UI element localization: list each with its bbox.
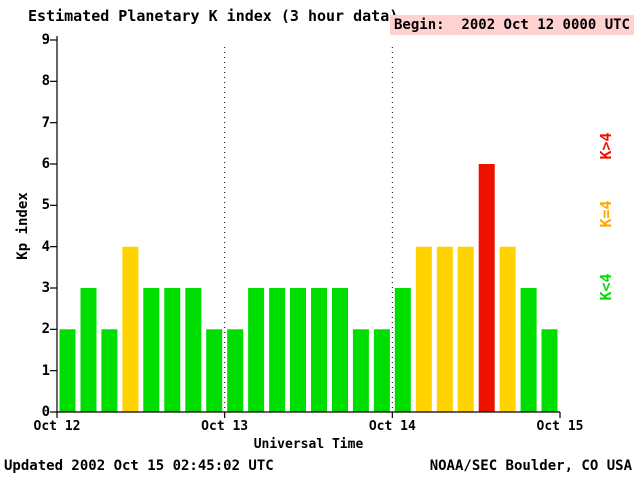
kp-bar-1 (80, 288, 97, 412)
legend-item-k-eq-4: K=4 (597, 200, 615, 228)
x-axis-label: Universal Time (253, 437, 364, 452)
kp-bar-16 (394, 288, 411, 412)
kp-bar-10 (269, 288, 286, 412)
kp-bar-7 (206, 329, 223, 412)
kp-bar-22 (520, 288, 537, 412)
kp-bar-0 (59, 329, 76, 412)
kp-bar-14 (352, 329, 369, 412)
credit-label: NOAA/SEC Boulder, CO USA (429, 458, 632, 474)
begin-timestamp-label: Begin: 2002 Oct 12 0000 UTC (389, 15, 634, 35)
kp-bar-5 (164, 288, 181, 412)
kp-bar-12 (311, 288, 327, 412)
kp-bar-13 (332, 288, 348, 412)
kp-bar-11 (290, 288, 306, 412)
kp-bar-4 (143, 288, 160, 412)
chart-title: Estimated Planetary K index (3 hour data… (28, 7, 399, 25)
kp-bar-21 (499, 246, 516, 412)
kp-bar-23 (541, 329, 558, 412)
kp-bar-6 (185, 288, 202, 412)
kp-bar-15 (373, 329, 390, 412)
legend-item-k-gt-4: K>4 (597, 132, 615, 160)
kp-bar-18 (436, 246, 453, 412)
legend-item-k-lt-4: K<4 (597, 273, 615, 301)
kp-bar-3 (122, 246, 139, 412)
kp-bar-17 (415, 246, 432, 412)
updated-timestamp: Updated 2002 Oct 15 02:45:02 UTC (4, 458, 274, 474)
kp-bar-9 (248, 288, 265, 412)
kp-bar-19 (457, 246, 474, 412)
y-axis-label: Kp index (15, 192, 31, 260)
kp-bar-2 (101, 329, 118, 412)
kp-bar-20 (478, 164, 495, 412)
kp-bar-8 (227, 329, 244, 412)
